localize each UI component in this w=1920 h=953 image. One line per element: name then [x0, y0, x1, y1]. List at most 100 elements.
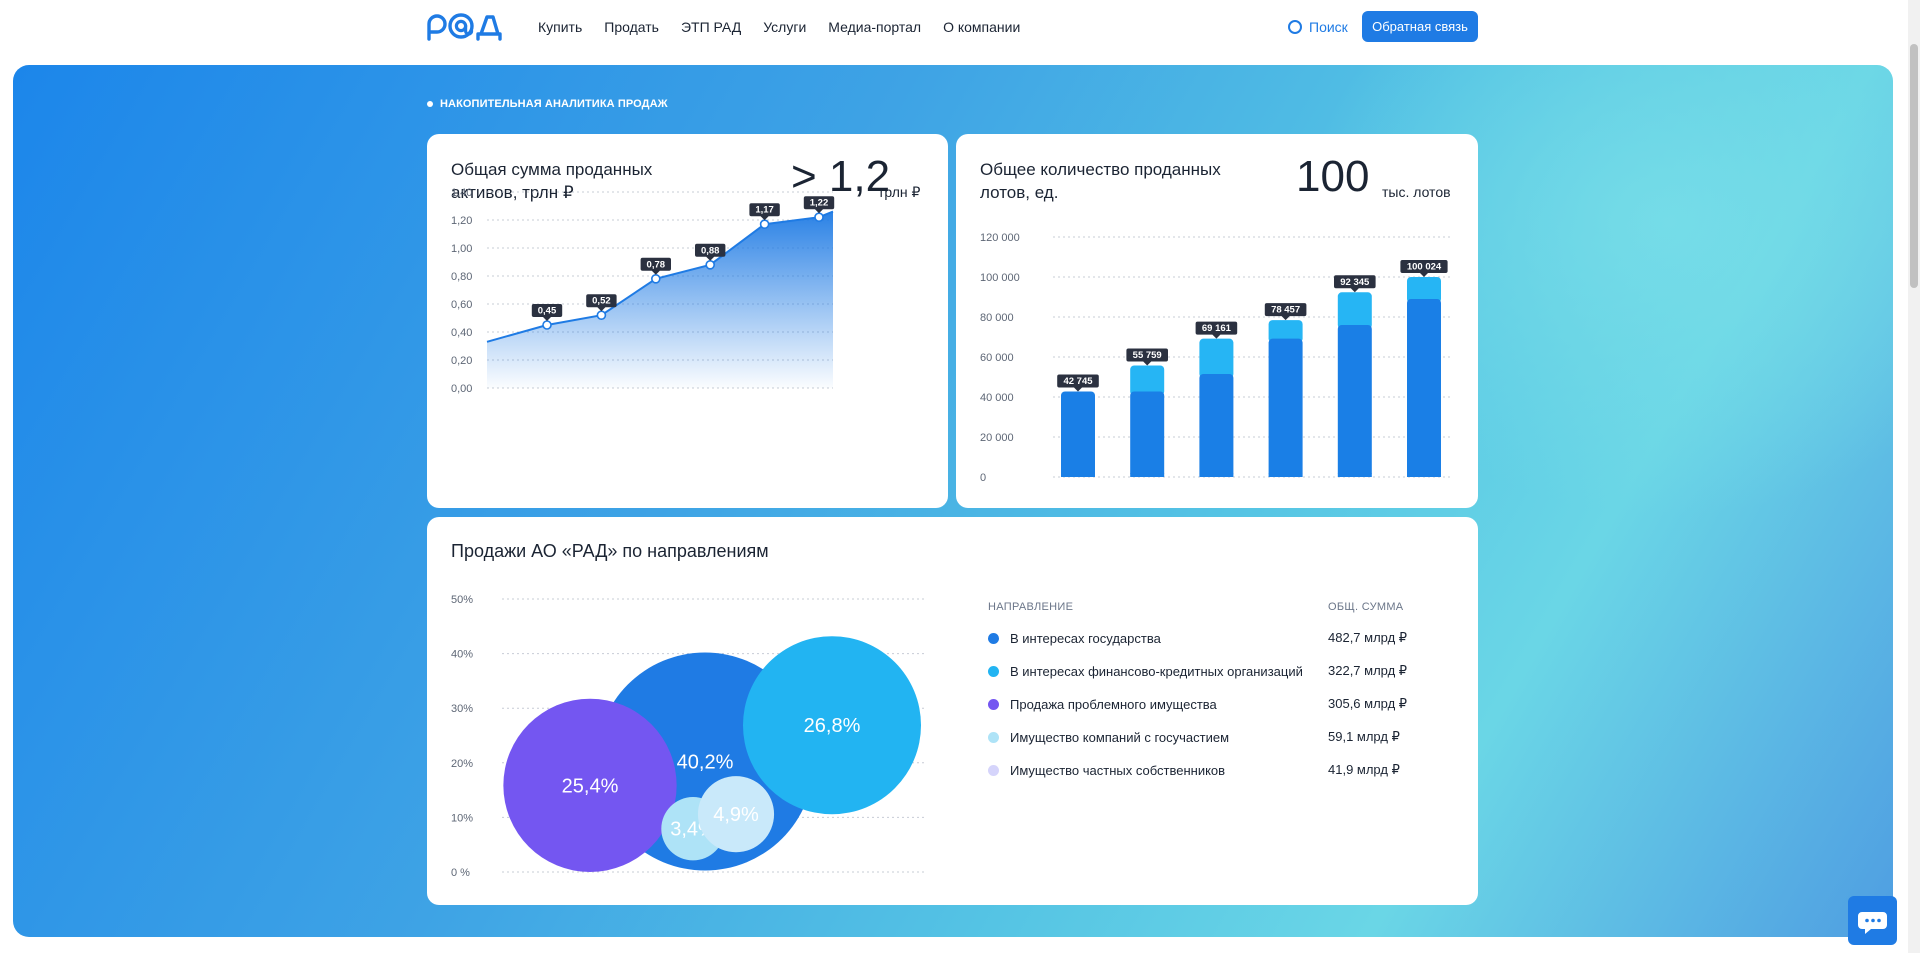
card-lots-big-value: 100: [1296, 152, 1370, 201]
legend-dot: [988, 698, 999, 710]
legend-dot: [988, 731, 999, 743]
card-sum-big-value: > 1,2: [791, 152, 891, 201]
section-label: НАКОПИТЕЛЬНАЯ АНАЛИТИКА ПРОДАЖ: [427, 98, 668, 110]
main-nav: Купить Продать ЭТП РАД Услуги Медиа-порт…: [538, 19, 1020, 35]
nav-buy[interactable]: Купить: [538, 19, 583, 35]
directions-bubble-chart: 0 %10%20%30%40%50%40,2%26,8%25,4%3,4%4,9…: [451, 594, 924, 879]
legend-name: Имущество компаний с госучастием: [1010, 729, 1230, 745]
card-total-sum: Общая сумма проданных активов, трлн ₽ > …: [427, 134, 948, 508]
data-label: 92 345: [1340, 277, 1370, 288]
bar-base-segment: [1061, 391, 1095, 477]
nav-about[interactable]: О компании: [943, 19, 1021, 35]
chat-icon: [1858, 912, 1887, 934]
y-tick-label: 1,00: [451, 243, 472, 255]
y-tick-label: 10%: [451, 812, 473, 824]
legend-row: Продажа проблемного имущества 305,6 млрд…: [988, 694, 1428, 714]
bar-top-segment: [1199, 338, 1234, 378]
data-label: 1,22: [810, 198, 829, 209]
data-label: 1,17: [755, 205, 774, 216]
data-point: [651, 274, 661, 284]
data-point: [542, 320, 552, 330]
bubble: [743, 636, 921, 815]
bubble: [503, 698, 677, 872]
search-label: Поиск: [1309, 19, 1348, 35]
legend-sum: 59,1 млрд ₽: [1328, 729, 1400, 744]
y-tick-label: 120 000: [980, 232, 1020, 244]
series-line: [486, 210, 834, 343]
data-label: 0,88: [701, 245, 720, 256]
y-tick-label: 0,80: [451, 271, 472, 283]
legend-row: Имущество компаний с госучастием 59,1 мл…: [988, 727, 1428, 747]
legend-name: В интересах государства: [1010, 630, 1161, 646]
nav-services[interactable]: Услуги: [763, 19, 807, 35]
bar-top-segment: [1407, 276, 1441, 303]
bar-foot: [1407, 473, 1441, 477]
top-header: Купить Продать ЭТП РАД Услуги Медиа-порт…: [0, 0, 1920, 55]
bubble-label: 26,8%: [804, 715, 861, 737]
bar-top-segment: [1337, 292, 1372, 329]
y-tick-label: 20%: [451, 758, 473, 770]
data-label-tag: [1264, 303, 1307, 321]
area-fill: [487, 211, 833, 388]
bar-base-segment: [1407, 299, 1441, 477]
bar-foot: [1337, 473, 1372, 477]
y-tick-label: 1,40: [451, 187, 472, 199]
rad-logo[interactable]: [426, 12, 502, 42]
bar-foot: [1268, 473, 1303, 477]
legend-sum: 305,6 млрд ₽: [1328, 696, 1408, 711]
search-button[interactable]: Поиск: [1288, 19, 1348, 35]
y-tick-label: 20 000: [980, 432, 1014, 444]
legend-sum: 482,7 млрд ₽: [1328, 630, 1408, 645]
data-label-tag: [695, 243, 726, 261]
data-label-tag: [640, 257, 671, 275]
y-tick-label: 0 %: [451, 867, 470, 879]
data-label-tag: [1334, 275, 1376, 293]
card-directions-title: Продажи АО «РАД» по направлениям: [451, 541, 769, 561]
data-point: [596, 310, 607, 320]
y-tick-label: 0,40: [451, 327, 472, 339]
data-point: [759, 219, 770, 229]
lots-bar-chart: 0 20 000 40 000 60 000 80 000 100 000 120 000 4…: [980, 232, 1452, 484]
data-point: [705, 260, 716, 270]
bar-foot: [1130, 473, 1165, 477]
bar-base-segment: [1130, 391, 1165, 477]
bar-base-segment: [1199, 374, 1234, 477]
y-tick-label: 100 000: [980, 272, 1020, 284]
data-label: 100 024: [1407, 261, 1442, 272]
bar-base-segment: [1268, 338, 1303, 477]
scrollbar-thumb[interactable]: [1910, 44, 1918, 288]
data-label-tag: [1126, 348, 1168, 366]
data-label-tag: [803, 196, 835, 214]
data-point: [814, 212, 824, 222]
y-tick-label: 0: [980, 472, 986, 484]
legend-sum: 41,9 млрд ₽: [1328, 762, 1400, 777]
y-tick-label: 1,20: [451, 215, 472, 227]
bubble-label: 40,2%: [677, 752, 734, 774]
bar-foot: [1061, 473, 1095, 477]
card-directions: Продажи АО «РАД» по направлениям 0 % 10% 2…: [427, 517, 1478, 905]
bullet-dot: [427, 101, 433, 107]
card-lots-title-line2: лотов, ед.: [980, 183, 1059, 202]
bar-top-segment: [1268, 320, 1303, 343]
page-scrollbar[interactable]: [1908, 0, 1920, 953]
bubble-label: 25,4%: [562, 775, 619, 797]
data-label: 0,45: [538, 306, 557, 317]
search-icon: [1288, 20, 1302, 34]
bubble-label: 4,9%: [713, 804, 759, 826]
legend-sum: 322,7 млрд ₽: [1328, 663, 1408, 678]
data-label-tag: [1400, 259, 1448, 277]
legend-header-direction: НАПРАВЛЕНИЕ: [988, 601, 1074, 613]
y-tick-label: 40 000: [980, 392, 1014, 404]
nav-media[interactable]: Медиа-портал: [828, 19, 922, 35]
bar-base-segment: [1337, 325, 1372, 477]
chat-button[interactable]: [1848, 896, 1897, 945]
legend-name: Продажа проблемного имущества: [1010, 696, 1217, 712]
nav-sell[interactable]: Продать: [604, 19, 659, 35]
card-lots-unit: тыс. лотов: [1382, 184, 1451, 200]
bubble: [697, 776, 775, 853]
section-label-text: НАКОПИТЕЛЬНАЯ АНАЛИТИКА ПРОДАЖ: [440, 98, 668, 110]
feedback-button[interactable]: Обратная связь: [1362, 11, 1478, 42]
legend-row: В интересах государства 482,7 млрд ₽: [988, 628, 1428, 648]
sum-area-chart: 0,00 0,20 0,40 0,60 0,80 1,00 1,20 1,40 0,45 0,52…: [451, 187, 835, 395]
nav-etp[interactable]: ЭТП РАД: [680, 19, 742, 35]
